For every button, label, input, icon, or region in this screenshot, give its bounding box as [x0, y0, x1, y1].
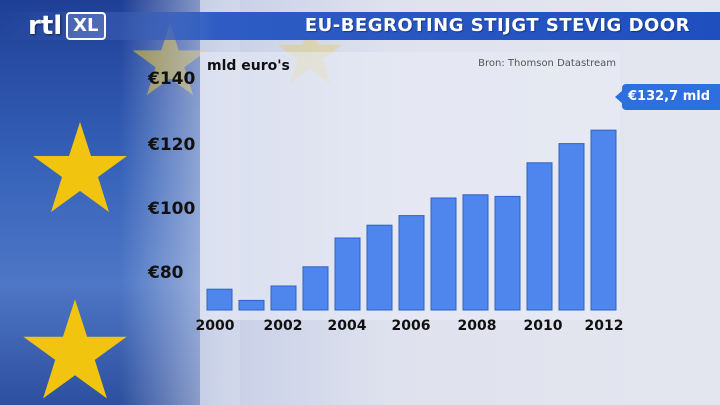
star-icon [33, 122, 127, 212]
chart-title: EU-BEGROTING STIJGT STEVIG DOOR [304, 15, 690, 36]
bar-2008 [462, 194, 489, 311]
bar-2012 [590, 129, 617, 311]
bar-2004 [334, 237, 361, 311]
bar-2000 [206, 288, 233, 311]
header-bar [0, 12, 720, 40]
channel-logo: rtl XL [28, 10, 106, 42]
star-icon [23, 299, 127, 399]
y-tick-label: €80 [148, 263, 184, 283]
y-tick-label: €140 [148, 69, 196, 89]
bar-2010 [526, 162, 553, 311]
x-tick-label: 2002 [263, 318, 303, 334]
x-tick-label: 2012 [584, 318, 624, 334]
value-annotation: €132,7 mld [622, 84, 720, 110]
x-tick-label: 2004 [327, 318, 367, 334]
x-tick-label: 2010 [523, 318, 563, 334]
y-axis-label: mld euro's [207, 58, 290, 74]
x-tick-label: 2006 [391, 318, 431, 334]
x-tick-label: 2008 [457, 318, 497, 334]
bar-2003 [302, 266, 329, 311]
logo-badge: XL [66, 12, 106, 40]
bar-2002 [270, 285, 297, 311]
bar-2001 [238, 299, 265, 311]
logo-text: rtl [28, 11, 63, 41]
y-tick-label: €100 [148, 199, 196, 219]
source-note: Bron: Thomson Datastream [478, 58, 616, 69]
bar-2011 [558, 143, 585, 311]
bar-2005 [366, 224, 393, 311]
bar-2006 [398, 215, 425, 311]
annotation-pointer [615, 90, 623, 104]
bar-2007 [430, 197, 457, 311]
x-tick-label: 2000 [195, 318, 235, 334]
y-tick-label: €120 [148, 135, 196, 155]
bar-2009 [494, 195, 521, 311]
